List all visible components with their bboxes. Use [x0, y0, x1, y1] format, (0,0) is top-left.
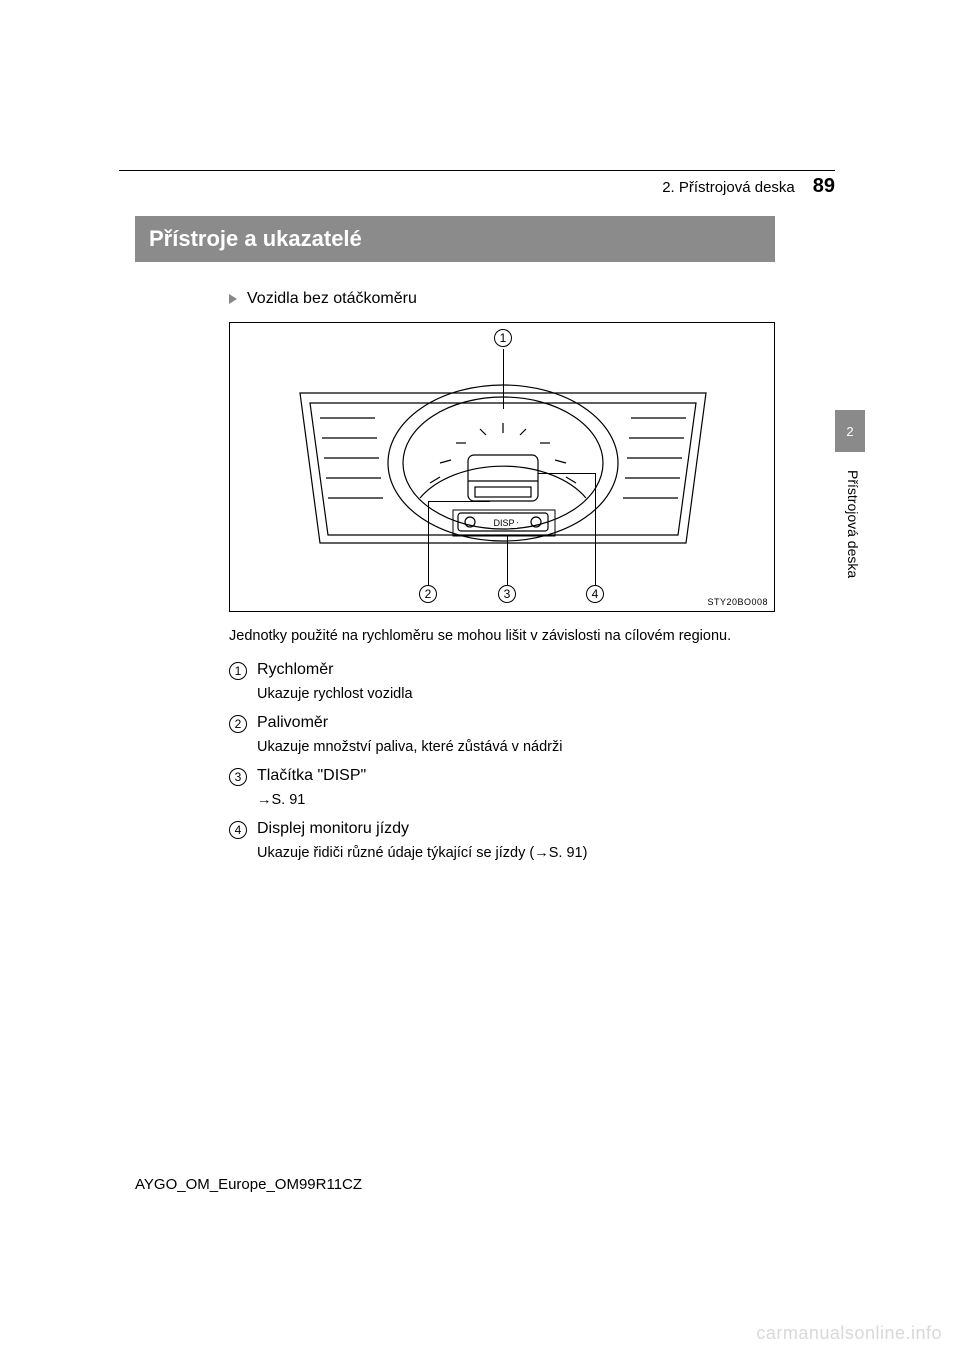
- leader-4a: [595, 473, 596, 585]
- list-item: 3 Tlačítka "DISP": [229, 767, 775, 786]
- list-item: 4 Displej monitoru jízdy: [229, 820, 775, 839]
- item-number: 4: [229, 821, 247, 839]
- header-section: 2. Přístrojová deska: [662, 179, 795, 196]
- leader-2a: [428, 501, 429, 585]
- chapter-tab: 2: [835, 410, 865, 452]
- leader-2b: [428, 501, 490, 502]
- header-page-number: 89: [813, 175, 835, 198]
- item-label: Tlačítka "DISP": [257, 767, 366, 785]
- section-title: Přístroje a ukazatelé: [135, 216, 775, 262]
- triangle-bullet-icon: [229, 294, 237, 304]
- content-area: Vozidla bez otáčkoměru: [135, 290, 775, 861]
- item-number: 3: [229, 768, 247, 786]
- header-rule: [119, 170, 835, 171]
- list-item: 2 Palivoměr: [229, 714, 775, 733]
- leader-1: [503, 349, 504, 409]
- item-desc: Ukazuje řidiči různé údaje týkající se j…: [257, 845, 775, 861]
- subheading-row: Vozidla bez otáčkoměru: [229, 290, 775, 308]
- chapter-side-label: Přístrojová deska: [845, 470, 861, 578]
- callout-2: 2: [419, 585, 437, 603]
- list-item: 1 Rychloměr: [229, 661, 775, 680]
- figure-note: Jednotky použité na rychloměru se mohou …: [229, 626, 775, 647]
- callout-1: 1: [494, 329, 512, 347]
- item-desc: Ukazuje množství paliva, které zůstává v…: [257, 739, 775, 755]
- footer-docid: AYGO_OM_Europe_OM99R11CZ: [135, 1176, 362, 1193]
- item-label: Palivoměr: [257, 714, 328, 732]
- disp-highlight-box: [452, 509, 556, 537]
- item-number: 1: [229, 662, 247, 680]
- item-label: Displej monitoru jízdy: [257, 820, 409, 838]
- instrument-cluster-figure: ◄ ► DISP 1 2 3 4 STY20BO008: [229, 322, 775, 612]
- callout-4: 4: [586, 585, 604, 603]
- leader-3: [507, 535, 508, 585]
- item-number: 2: [229, 715, 247, 733]
- subheading-text: Vozidla bez otáčkoměru: [247, 290, 417, 308]
- watermark: carmanualsonline.info: [756, 1323, 942, 1344]
- callout-3: 3: [498, 585, 516, 603]
- item-label: Rychloměr: [257, 661, 333, 679]
- item-desc: Ukazuje rychlost vozidla: [257, 686, 775, 702]
- page-header: 2. Přístrojová deska 89: [135, 175, 835, 198]
- figure-code: STY20BO008: [707, 597, 768, 607]
- item-desc: →S. 91: [257, 792, 775, 808]
- leader-4b: [538, 473, 596, 474]
